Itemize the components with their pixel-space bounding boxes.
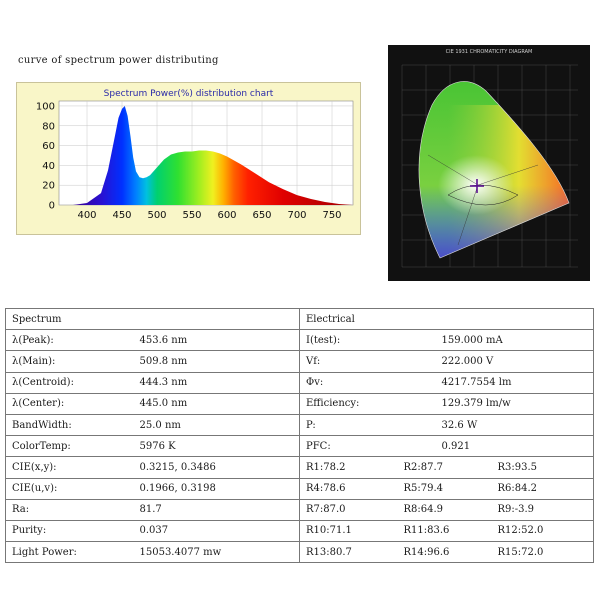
- table-row: Light Power: 15053.4077 mw R13:80.7 R14:…: [5, 541, 594, 564]
- r-index-value: R8:64.9: [397, 498, 492, 521]
- cie-chromaticity-diagram: CIE 1931 CHROMATICITY DIAGRAM: [388, 45, 590, 281]
- table-row: λ(Center): 445.0 nm Efficiency: 129.379 …: [5, 392, 594, 415]
- y-tick-label: 80: [42, 121, 55, 132]
- row-label: λ(Main):: [5, 350, 134, 373]
- row-value: 0.1966, 0.3198: [133, 477, 300, 500]
- cie-diagram-title: CIE 1931 CHROMATICITY DIAGRAM: [445, 49, 533, 55]
- row-label: CIE(x,y):: [5, 456, 134, 479]
- row-value: 0.3215, 0.3486: [133, 456, 300, 479]
- x-tick-label: 400: [77, 210, 96, 221]
- row-label: λ(Center):: [5, 392, 134, 415]
- spectrum-area: [73, 105, 353, 205]
- row-elabel: I(test):: [299, 329, 398, 352]
- x-tick-label: 500: [147, 210, 166, 221]
- y-tick-label: 0: [49, 201, 55, 212]
- row-evalue: 129.379 lm/w: [397, 392, 594, 415]
- table-header-row: Spectrum Electrical: [5, 307, 594, 331]
- measurement-table: Spectrum Electrical λ(Peak): 453.6 nm I(…: [5, 307, 594, 564]
- table-row: λ(Centroid): 444.3 nm Φv: 4217.7554 lm: [5, 371, 594, 394]
- r-index-value: R15:72.0: [491, 541, 594, 564]
- spectrum-chart-title: Spectrum Power(%) distribution chart: [103, 89, 274, 99]
- table-row: CIE(u,v): 0.1966, 0.3198 R4:78.6 R5:79.4…: [5, 477, 594, 500]
- r-index-value: R12:52.0: [491, 519, 594, 543]
- spectrum-chart: 400 450 500 550 600 650 700 750 0 20 40 60 80 100 Spe…: [16, 82, 361, 235]
- spectrum-caption: curve of spectrum power distributing: [18, 55, 219, 66]
- row-label: Ra:: [5, 498, 134, 521]
- row-evalue: 159.000 mA: [397, 329, 594, 352]
- x-tick-label: 750: [322, 210, 341, 221]
- row-evalue: 0.921: [397, 435, 594, 458]
- r-index-value: R3:93.5: [491, 456, 594, 479]
- row-label: λ(Peak):: [5, 329, 134, 352]
- x-tick-label: 600: [217, 210, 236, 221]
- row-label: CIE(u,v):: [5, 477, 134, 500]
- r-index-value: R10:71.1: [299, 519, 398, 543]
- cie-gamut: [418, 81, 570, 258]
- x-tick-label: 550: [182, 210, 201, 221]
- electrical-header: Electrical: [299, 307, 594, 331]
- y-tick-label: 60: [42, 141, 55, 152]
- row-value: 509.8 nm: [133, 350, 300, 373]
- row-label: λ(Centroid):: [5, 371, 134, 394]
- row-value: 445.0 nm: [133, 392, 300, 415]
- row-elabel: Φv:: [299, 371, 398, 394]
- r-index-value: R6:84.2: [491, 477, 594, 500]
- table-row: BandWidth: 25.0 nm P: 32.6 W: [5, 413, 594, 437]
- table-row: ColorTemp: 5976 K PFC: 0.921: [5, 435, 594, 458]
- r-index-value: R4:78.6: [299, 477, 398, 500]
- r-index-value: R9:-3.9: [491, 498, 594, 521]
- r-index-value: R7:87.0: [299, 498, 398, 521]
- spectrum-header: Spectrum: [5, 307, 300, 331]
- row-elabel: P:: [299, 413, 398, 437]
- row-evalue: 4217.7554 lm: [397, 371, 594, 394]
- x-tick-label: 650: [252, 210, 271, 221]
- row-elabel: Efficiency:: [299, 392, 398, 415]
- r-index-value: R13:80.7: [299, 541, 398, 564]
- row-value: 25.0 nm: [133, 413, 300, 437]
- y-tick-label: 100: [36, 101, 55, 112]
- r-index-value: R2:87.7: [397, 456, 492, 479]
- row-value: 81.7: [133, 498, 300, 521]
- row-label: Light Power:: [5, 541, 134, 564]
- row-evalue: 222.000 V: [397, 350, 594, 373]
- table-row: λ(Main): 509.8 nm Vf: 222.000 V: [5, 350, 594, 373]
- row-label: Purity:: [5, 519, 134, 543]
- cie-measurement-marker: [470, 179, 484, 193]
- table-row: Purity: 0.037 R10:71.1 R11:83.6 R12:52.0: [5, 519, 594, 543]
- table-row: CIE(x,y): 0.3215, 0.3486 R1:78.2 R2:87.7…: [5, 456, 594, 479]
- row-evalue: 32.6 W: [397, 413, 594, 437]
- row-elabel: Vf:: [299, 350, 398, 373]
- y-tick-label: 20: [42, 181, 55, 192]
- y-tick-label: 40: [42, 161, 55, 172]
- row-value: 15053.4077 mw: [133, 541, 300, 564]
- r-index-value: R5:79.4: [397, 477, 492, 500]
- row-value: 444.3 nm: [133, 371, 300, 394]
- row-value: 5976 K: [133, 435, 300, 458]
- row-label: ColorTemp:: [5, 435, 134, 458]
- row-value: 453.6 nm: [133, 329, 300, 352]
- spectrum-chart-svg: 400 450 500 550 600 650 700 750 0 20 40 60 80 100: [36, 100, 354, 221]
- r-index-value: R14:96.6: [397, 541, 492, 564]
- table-row: λ(Peak): 453.6 nm I(test): 159.000 mA: [5, 329, 594, 352]
- cie-diagram-svg: [401, 64, 578, 268]
- r-index-value: R1:78.2: [299, 456, 398, 479]
- x-tick-label: 450: [112, 210, 131, 221]
- row-label: BandWidth:: [5, 413, 134, 437]
- r-index-value: R11:83.6: [397, 519, 492, 543]
- row-value: 0.037: [133, 519, 300, 543]
- table-row: Ra: 81.7 R7:87.0 R8:64.9 R9:-3.9: [5, 498, 594, 521]
- x-tick-label: 700: [287, 210, 306, 221]
- row-elabel: PFC:: [299, 435, 398, 458]
